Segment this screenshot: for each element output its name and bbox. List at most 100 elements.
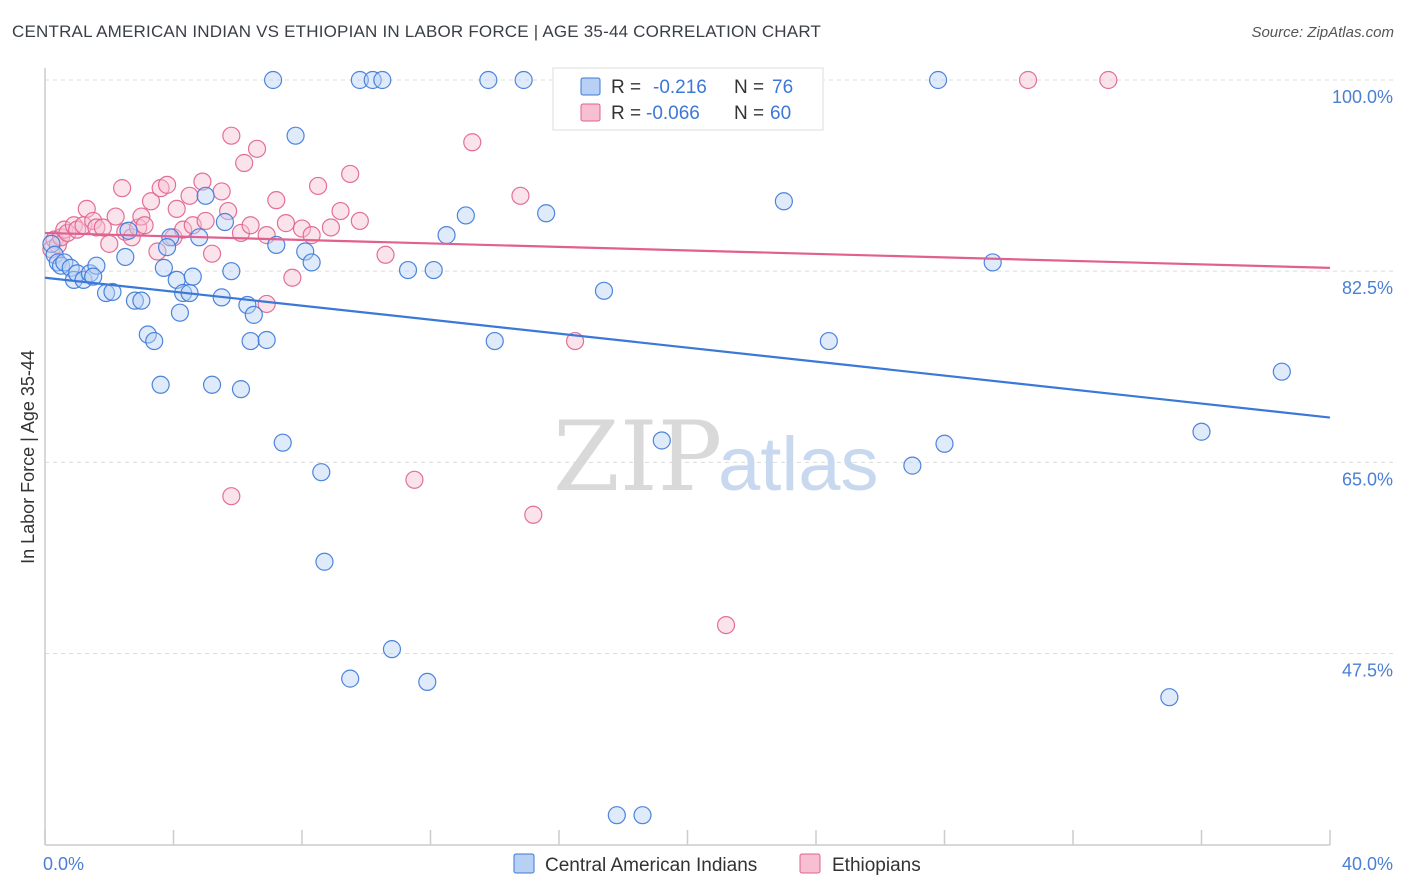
scatter-point [222, 262, 241, 281]
scatter-point [1160, 688, 1179, 707]
scatter-point [138, 325, 157, 344]
scatter-point [119, 221, 138, 240]
x-tick-label-min: 0.0% [43, 854, 84, 874]
scatter-point [247, 139, 267, 158]
scatter-point [154, 258, 173, 277]
watermark: ZIP atlas [553, 401, 879, 513]
scatter-point [267, 235, 286, 255]
scatter-point [148, 242, 167, 261]
scatter-point [151, 375, 170, 394]
scatter-point [463, 133, 482, 152]
legend-n-value-blue: 76 [772, 77, 793, 98]
legend-bottom-label-blue: Central American Indians [545, 855, 757, 876]
scatter-point [511, 186, 530, 205]
scatter-point [235, 153, 254, 173]
scatter-point [106, 207, 125, 226]
scatter-point [283, 268, 302, 287]
scatter-point [193, 172, 212, 191]
scatter-point [537, 204, 556, 223]
scatter-point [341, 669, 360, 688]
scatter-point [373, 70, 392, 90]
legend-r-value-pink: -0.066 [646, 103, 700, 124]
scatter-point [331, 201, 350, 221]
legend-swatch-pink [580, 103, 601, 122]
scatter-point [594, 281, 614, 300]
scatter-point [42, 234, 61, 253]
y-tick-label: 82.5% [1342, 278, 1393, 298]
legend-r-label: R = [611, 77, 641, 98]
legend-n-value-pink: 60 [770, 103, 791, 124]
scatter-point [928, 70, 948, 90]
scatter-point [418, 672, 437, 692]
scatter-point [222, 126, 241, 145]
scatter-point [1192, 422, 1211, 441]
scatter-point [296, 242, 315, 261]
scatter-point [276, 214, 296, 233]
trend-line-pink [44, 231, 1331, 269]
scatter-point [350, 211, 369, 231]
legend-bottom: Central American Indians Ethiopians [513, 853, 921, 876]
scatter-point [935, 434, 954, 453]
legend-bottom-label-pink: Ethiopians [832, 855, 921, 876]
scatter-point [170, 303, 190, 322]
scatter-point [312, 463, 331, 482]
scatter-point [112, 179, 132, 198]
scatter-point [514, 70, 533, 90]
scatter-point [196, 211, 215, 231]
y-tick-label: 100.0% [1332, 87, 1393, 107]
scatter-point [145, 331, 164, 351]
scatter-point [652, 431, 671, 450]
scatter-point [1018, 70, 1038, 90]
scatter-point [350, 70, 369, 90]
legend-n-label: N = [734, 77, 764, 98]
scatter-point [222, 487, 241, 506]
legend-bottom-swatch-blue [513, 853, 535, 874]
scatter-point [302, 253, 321, 272]
scatter-point [93, 218, 112, 237]
gridlines [45, 79, 1393, 654]
scatter-point [774, 192, 793, 211]
scatter-point [219, 201, 238, 221]
scatter-point [292, 219, 312, 238]
scatter-point [1099, 70, 1118, 90]
legend-swatch-blue [580, 77, 601, 96]
legend-top: R = -0.216 N = 76 R = -0.066 N = 60 [552, 67, 824, 131]
legend-r-label: R = [611, 103, 641, 124]
scatter-point [257, 330, 276, 350]
scatter-point [398, 260, 418, 280]
legend-bottom-swatch-pink [799, 853, 821, 874]
scatter-point [263, 70, 283, 90]
scatter-point [202, 244, 222, 263]
scatter-point [524, 505, 543, 524]
scatter-point [607, 806, 626, 825]
scatter-point [241, 331, 260, 351]
scatter-point [244, 305, 263, 324]
scatter-point [231, 380, 251, 399]
scatter-point [903, 456, 922, 475]
scatter-point [167, 199, 186, 219]
scatter-point [479, 70, 498, 90]
scatter-point [267, 191, 286, 210]
scatter-point [141, 192, 161, 211]
scatter-point [341, 164, 360, 184]
scatter-point [212, 182, 231, 201]
scatter-point [376, 245, 395, 264]
scatter-point [485, 331, 504, 351]
ethiopians-points [42, 70, 1118, 635]
source-label: Source: ZipAtlas.com [1251, 24, 1394, 41]
scatter-point [308, 176, 328, 196]
scatter-point [125, 291, 145, 310]
scatter-point [157, 238, 177, 257]
x-ticks [44, 830, 1331, 845]
scatter-point [180, 186, 199, 205]
scatter-point [273, 433, 292, 452]
scatter-point [382, 640, 402, 659]
legend-n-label: N = [734, 103, 764, 124]
scatter-point [132, 291, 151, 310]
scatter-point [437, 226, 456, 245]
scatter-point [456, 206, 475, 225]
scatter-point [100, 234, 119, 253]
scatter-point [87, 256, 106, 275]
legend-r-value-blue: -0.216 [653, 77, 707, 98]
